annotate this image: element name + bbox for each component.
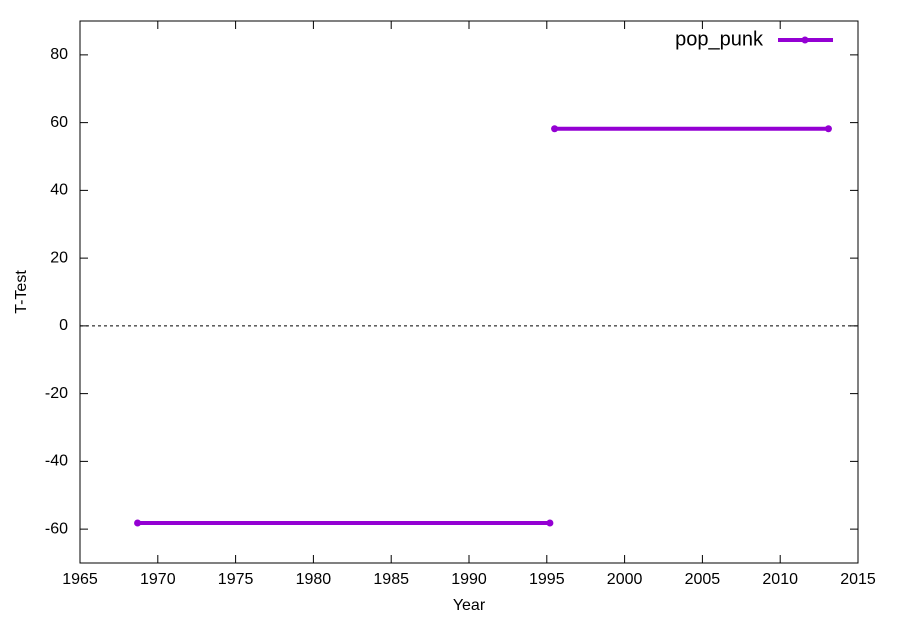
legend-marker (801, 36, 809, 44)
y-tick-label: 40 (50, 182, 68, 199)
legend-label: pop_punk (675, 28, 764, 50)
x-tick-label: 2005 (685, 571, 721, 588)
x-tick-label: 2000 (607, 571, 643, 588)
y-tick-label: -20 (45, 385, 68, 402)
y-tick-label: -40 (45, 453, 68, 470)
plot-frame (79, 20, 859, 564)
x-tick-label: 1965 (62, 571, 98, 588)
x-tick-label: 1995 (529, 571, 565, 588)
x-tick-label: 1985 (373, 571, 409, 588)
y-tick-label: 0 (59, 317, 68, 334)
x-tick-label: 2010 (762, 571, 798, 588)
y-tick-label: 20 (50, 249, 68, 266)
data-point (134, 519, 142, 527)
x-axis-label: Year (453, 597, 486, 614)
x-tick-label: 1980 (296, 571, 332, 588)
data-point (551, 125, 559, 133)
y-tick-label: 60 (50, 114, 68, 131)
y-tick-label: 80 (50, 46, 68, 63)
y-axis-label: T-Test (13, 270, 30, 314)
data-point (824, 125, 832, 133)
x-tick-label: 1975 (218, 571, 254, 588)
x-tick-label: 2015 (840, 571, 876, 588)
series-line (137, 126, 829, 526)
x-tick-label: 1990 (451, 571, 487, 588)
y-tick-label: -60 (45, 520, 68, 537)
x-tick-label: 1970 (140, 571, 176, 588)
data-point (546, 519, 554, 527)
